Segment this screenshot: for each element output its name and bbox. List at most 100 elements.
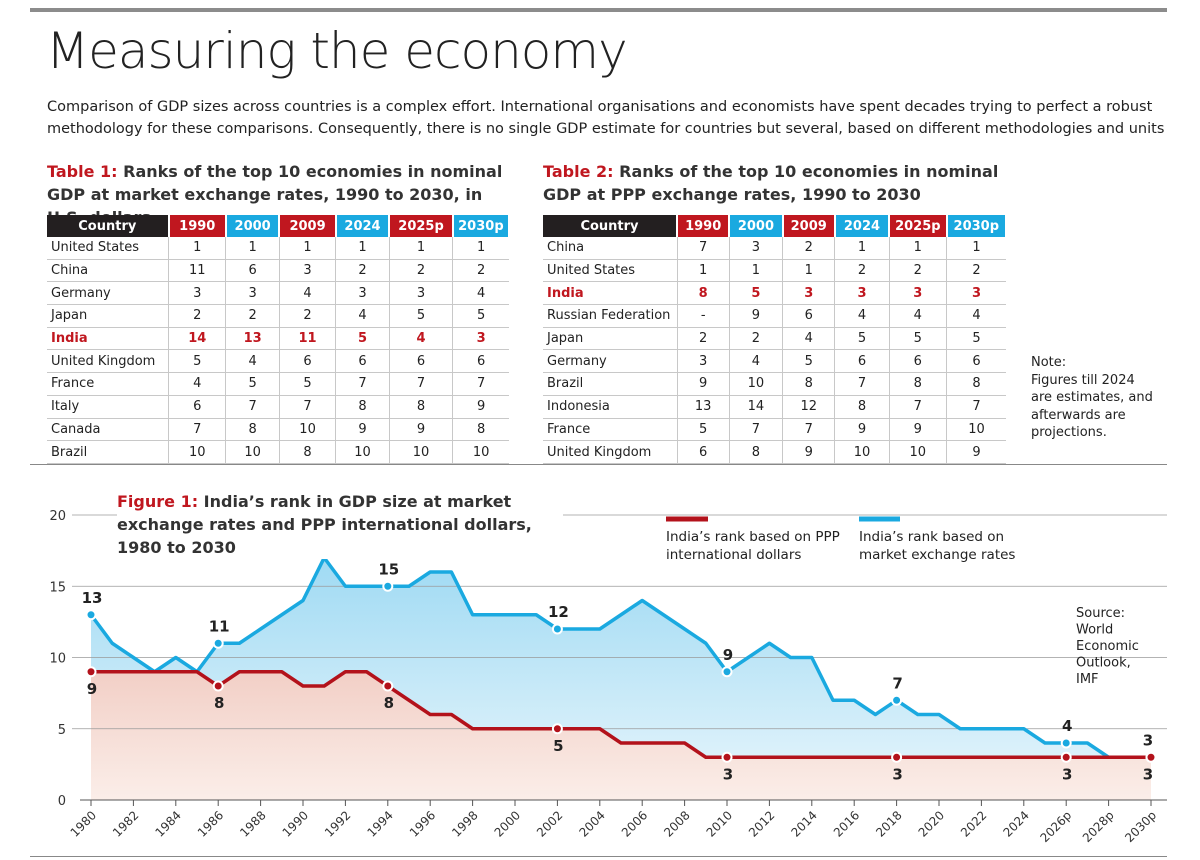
market-rank-point bbox=[212, 637, 224, 649]
rank-cell: 2 bbox=[168, 304, 227, 328]
ppp-rank-data-label: 9 bbox=[87, 680, 97, 698]
country-cell: Japan bbox=[47, 304, 170, 328]
market-rank-point bbox=[721, 666, 733, 678]
rank-cell: 11 bbox=[168, 259, 227, 283]
figure1-caption: Figure 1: India’s rank in GDP size at ma… bbox=[117, 490, 563, 559]
rank-cell: 4 bbox=[389, 327, 454, 351]
rank-cell: 3 bbox=[889, 281, 948, 306]
column-header: 2000 bbox=[225, 215, 281, 237]
table-row: France 4 5 5 7 7 7 bbox=[47, 372, 509, 396]
rank-cell: 8 bbox=[729, 440, 784, 464]
ppp-rank-point bbox=[1145, 751, 1157, 763]
ppp-rank-area bbox=[91, 671, 1151, 800]
rank-cell: 6 bbox=[946, 349, 1006, 374]
table-row: United Kingdom 5 4 6 6 6 6 bbox=[47, 349, 509, 374]
rank-cell: 2 bbox=[889, 259, 948, 283]
country-cell: India bbox=[47, 327, 170, 351]
country-cell: China bbox=[543, 237, 678, 260]
rank-cell: 8 bbox=[782, 372, 836, 396]
country-cell: India bbox=[543, 281, 678, 306]
rank-cell: 6 bbox=[834, 349, 890, 374]
rank-cell: 6 bbox=[335, 349, 390, 374]
legend-label-ppp: India’s rank based on PPP international d… bbox=[666, 529, 840, 563]
x-tick-label: 1988 bbox=[237, 808, 268, 839]
market-rank-point bbox=[891, 694, 903, 706]
market-rank-data-label: 13 bbox=[82, 589, 103, 607]
x-tick-label: 1982 bbox=[110, 808, 141, 839]
market-rank-data-label: 7 bbox=[892, 674, 902, 692]
rank-cell: 5 bbox=[729, 281, 784, 306]
rank-cell: 1 bbox=[946, 237, 1006, 260]
rank-cell: 3 bbox=[834, 281, 890, 306]
country-cell: Russian Federation bbox=[543, 304, 678, 328]
country-cell: China bbox=[47, 259, 170, 283]
column-header: 1990 bbox=[168, 215, 227, 237]
x-tick-label: 1994 bbox=[364, 808, 395, 839]
note-text: Note: Figures till 2024 are estimates, and… bbox=[1031, 354, 1153, 442]
note-line: projections. bbox=[1031, 425, 1107, 440]
x-tick-label: 2004 bbox=[576, 808, 607, 839]
rank-cell: 7 bbox=[452, 372, 509, 396]
market-rank-data-label: 9 bbox=[723, 646, 733, 664]
rank-cell: 5 bbox=[677, 418, 730, 442]
top-rule bbox=[30, 8, 1167, 12]
section-divider bbox=[30, 464, 1167, 465]
column-header: 1990 bbox=[677, 215, 731, 237]
rank-cell: 5 bbox=[889, 327, 948, 351]
rank-cell: 8 bbox=[677, 281, 730, 306]
table-row: China 7 3 2 1 1 1 bbox=[543, 237, 1006, 260]
ppp-rank-data-label: 8 bbox=[214, 694, 224, 712]
country-cell: France bbox=[47, 372, 170, 396]
ppp-rank-point bbox=[551, 723, 563, 735]
rank-cell: 2 bbox=[946, 259, 1006, 283]
country-cell: Germany bbox=[543, 349, 678, 374]
rank-cell: 2 bbox=[335, 259, 390, 283]
rank-cell: 3 bbox=[946, 281, 1006, 306]
rank-cell: 14 bbox=[729, 395, 784, 419]
market-rank-point bbox=[551, 623, 563, 635]
x-tick-label: 2028p bbox=[1080, 808, 1117, 845]
rank-cell: 5 bbox=[452, 304, 509, 328]
x-tick-label: 1990 bbox=[280, 808, 311, 839]
rank-cell: 3 bbox=[677, 349, 730, 374]
table-row: Germany 3 4 5 6 6 6 bbox=[543, 349, 1006, 374]
table-row: United Kingdom 6 8 9 10 10 9 bbox=[543, 440, 1006, 464]
country-cell: Brazil bbox=[543, 372, 678, 396]
rank-cell: 4 bbox=[279, 281, 337, 306]
ppp-rank-point bbox=[891, 751, 903, 763]
column-header: 2025p bbox=[889, 215, 948, 237]
legend-label-market: India’s rank based on market exchange rat… bbox=[859, 529, 1015, 563]
table2-caption: Table 2: Ranks of the top 10 economies i… bbox=[543, 160, 1013, 206]
x-tick-label: 2026p bbox=[1037, 808, 1074, 845]
rank-cell: 1 bbox=[389, 237, 454, 260]
country-cell: United States bbox=[47, 237, 170, 260]
table2-caption-text: Ranks of the top 10 economies in nominal… bbox=[543, 162, 999, 204]
rank-cell: 7 bbox=[782, 418, 836, 442]
x-tick-label: 2030p bbox=[1122, 808, 1159, 845]
rank-cell: 3 bbox=[389, 281, 454, 306]
rank-cell: 2 bbox=[389, 259, 454, 283]
x-tick-label: 2016 bbox=[831, 808, 862, 839]
column-header: Country bbox=[47, 215, 170, 237]
rank-cell: 1 bbox=[677, 259, 730, 283]
market-rank-point bbox=[1060, 737, 1072, 749]
rank-cell: 9 bbox=[946, 440, 1006, 464]
rank-cell: 2 bbox=[225, 304, 280, 328]
column-header: 2009 bbox=[782, 215, 836, 237]
rank-cell: 4 bbox=[729, 349, 784, 374]
rank-cell: 1 bbox=[834, 237, 890, 260]
country-cell: Japan bbox=[543, 327, 678, 351]
source-note: Source: World Economic Outlook, IMF bbox=[1076, 606, 1139, 687]
column-header: 2024 bbox=[834, 215, 891, 237]
rank-cell: 9 bbox=[834, 418, 890, 442]
country-cell: Germany bbox=[47, 281, 170, 306]
rank-cell: 11 bbox=[279, 327, 337, 351]
rank-cell: 8 bbox=[452, 418, 509, 442]
table1: Country 1990 2000 2009 2024 2025p 2030p United … bbox=[47, 215, 511, 464]
x-tick-label: 2014 bbox=[788, 808, 819, 839]
table-row: India 14 13 11 5 4 3 bbox=[47, 327, 509, 351]
rank-cell: 9 bbox=[782, 440, 836, 464]
figure1-title: India’s rank in GDP size at market excha… bbox=[117, 492, 532, 557]
column-header: 2030p bbox=[946, 215, 1008, 237]
rank-cell: 8 bbox=[335, 395, 390, 419]
